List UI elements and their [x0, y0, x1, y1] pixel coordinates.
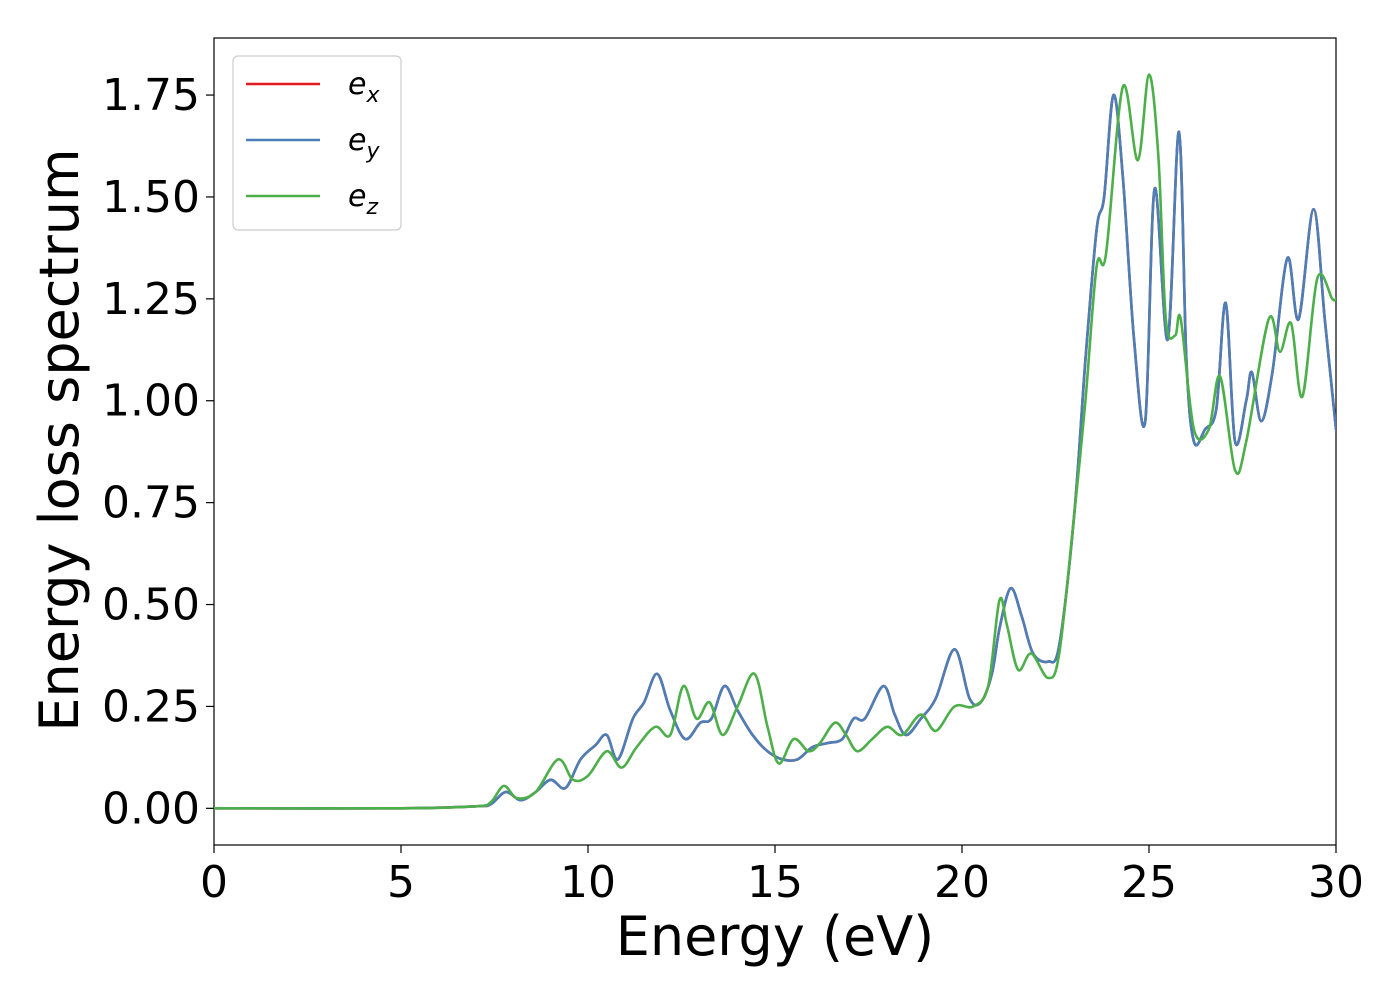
y-tick-label: 0.50: [102, 580, 200, 631]
x-tick-label: 0: [200, 857, 228, 908]
y-axis-ticks: 0.00 0.25 0.50 0.75 1.00 1.25 1.50 1.75: [102, 70, 214, 834]
y-tick-label: 1.50: [102, 172, 200, 223]
x-tick-label: 25: [1121, 857, 1177, 908]
y-axis-title: Energy loss spectrum: [28, 148, 91, 731]
y-tick-label: 1.25: [102, 274, 200, 325]
y-tick-label: 1.75: [102, 70, 200, 121]
legend: exeyez: [233, 56, 401, 230]
x-axis-title: Energy (eV): [616, 905, 935, 968]
x-tick-label: 15: [747, 857, 803, 908]
y-tick-label: 0.00: [102, 783, 200, 834]
x-axis-ticks: 0 5 10 15 20 25 30: [200, 845, 1364, 908]
x-tick-label: 5: [387, 857, 415, 908]
x-tick-label: 30: [1308, 857, 1364, 908]
y-tick-label: 1.00: [102, 376, 200, 427]
x-tick-label: 10: [560, 857, 616, 908]
x-tick-label: 20: [934, 857, 990, 908]
y-tick-label: 0.75: [102, 478, 200, 529]
y-tick-label: 0.25: [102, 681, 200, 732]
